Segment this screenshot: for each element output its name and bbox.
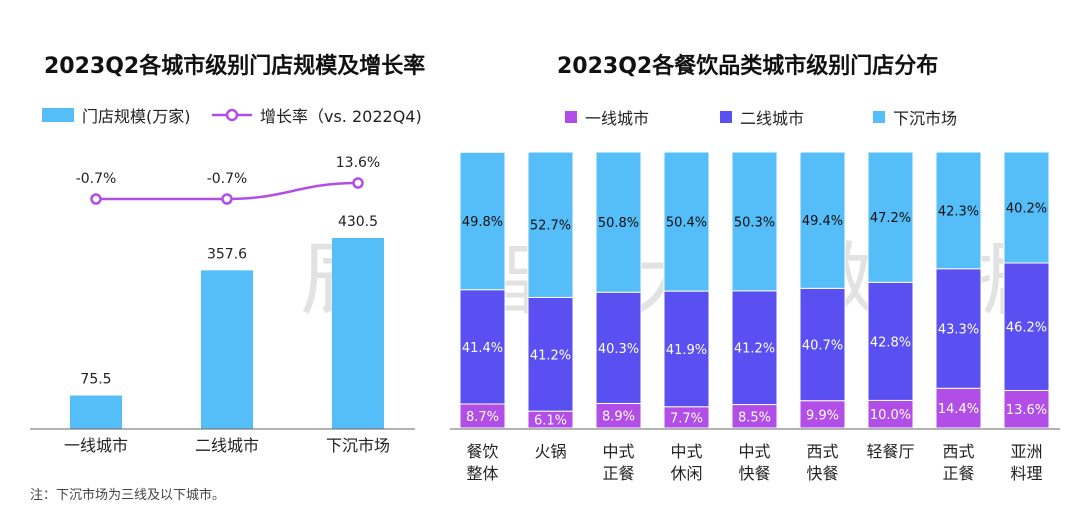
growth-point [221, 193, 233, 205]
segment-value-label: 6.1% [534, 414, 567, 429]
footnote: 注：下沉市场为三线及以下城市。 [30, 488, 226, 503]
x-tick-label: 快餐 [806, 464, 838, 483]
legend-swatch [565, 111, 577, 123]
segment-value-label: 50.3% [734, 215, 775, 230]
legend-swatch-bar [42, 108, 74, 122]
stack-segment-2 [595, 291, 642, 404]
segment-value-label: 42.8% [870, 335, 911, 350]
stack-segment-2 [799, 287, 846, 402]
segment-value-label: 41.4% [462, 341, 503, 356]
segment-value-label: 10.0% [870, 408, 911, 423]
bar-1 [70, 395, 122, 429]
legend-label: 下沉市场 [893, 109, 958, 128]
growth-point [90, 193, 102, 205]
segment-value-label: 9.9% [806, 408, 839, 423]
segment-value-label: 46.2% [1006, 321, 1047, 336]
segment-value-label: 42.3% [938, 204, 979, 219]
segment-value-label: 13.6% [1006, 403, 1047, 418]
x-tick-label: 轻餐厅 [866, 442, 914, 461]
x-tick-label: 休闲 [670, 464, 702, 483]
x-tick-label: 火锅 [534, 442, 566, 461]
stack-segment-3 [459, 151, 506, 291]
legend-label: 增长率（vs. 2022Q4) [260, 107, 422, 126]
segment-value-label: 40.7% [802, 339, 843, 354]
x-tick-label: 中式 [670, 442, 702, 461]
stack-segment-2 [527, 296, 574, 412]
growth-point [352, 177, 364, 189]
growth-value-label: 13.6% [336, 155, 380, 171]
segment-value-label: 49.4% [802, 214, 843, 229]
segment-value-label: 52.7% [530, 219, 571, 234]
legend-tier1: 一线城市 [565, 105, 649, 129]
legend-label: 门店规模(万家) [82, 107, 191, 126]
legend-swatch [873, 111, 885, 123]
x-tick-label: 中式 [602, 442, 634, 461]
legend-lower-tier: 下沉市场 [873, 105, 957, 129]
stack-segment-2 [935, 268, 982, 389]
bar-value-label: 357.6 [207, 246, 247, 262]
bar-value-label: 430.5 [338, 214, 378, 230]
growth-value-label: -0.7% [207, 171, 248, 187]
stack-segment-3 [935, 151, 982, 270]
x-tick-label: 餐饮 [466, 442, 498, 461]
growth-value-label: -0.7% [76, 171, 117, 187]
stack-segment-3 [799, 151, 846, 289]
stack-segment-3 [731, 151, 778, 292]
x-tick-label: 料理 [1010, 464, 1042, 483]
x-tick-label: 中式 [738, 442, 770, 461]
segment-value-label: 7.7% [670, 411, 703, 426]
segment-value-label: 49.8% [462, 215, 503, 230]
x-tick-label: 整体 [466, 464, 498, 483]
x-tick-label: 二线城市 [195, 436, 259, 455]
segment-value-label: 14.4% [938, 402, 979, 417]
stack-segment-1 [459, 403, 506, 429]
growth-line [96, 181, 359, 201]
x-tick-label: 西式 [942, 442, 974, 461]
segment-value-label: 8.7% [466, 410, 499, 425]
x-tick-label: 一线城市 [64, 436, 128, 455]
legend-label: 二线城市 [740, 109, 805, 128]
bar-3 [332, 238, 384, 429]
stack-segment-2 [1003, 262, 1050, 391]
x-tick-label: 快餐 [738, 464, 770, 483]
segment-value-label: 8.5% [738, 410, 771, 425]
chart1-title: 2023Q2各城市级别门店规模及增长率 [44, 54, 426, 79]
stack-segment-1 [935, 387, 982, 429]
stack-segment-1 [595, 402, 642, 429]
chart2-title: 2023Q2各餐饮品类城市级别门店分布 [557, 54, 939, 79]
segment-value-label: 8.9% [602, 410, 635, 425]
bar-2 [201, 270, 253, 429]
store-scale-chart: 75.5 357.6 430.5 一线城市 二线城市 下沉市场 -0.7% -0.7% 13.6… [30, 155, 415, 455]
stack-segment-3 [867, 151, 914, 283]
stack-segment-3 [527, 151, 574, 298]
bar-value-label: 75.5 [80, 372, 111, 388]
stack-segment-1 [1003, 389, 1050, 429]
legend-label: 一线城市 [585, 109, 650, 128]
segment-value-label: 50.8% [598, 216, 639, 231]
segment-value-label: 41.9% [666, 343, 707, 358]
segment-value-label: 41.2% [734, 342, 775, 357]
x-tick-label: 下沉市场 [326, 436, 390, 455]
stack-segment-3 [1003, 151, 1050, 264]
legend-store-scale: 门店规模(万家) [42, 103, 191, 127]
segment-value-label: 41.2% [530, 348, 571, 363]
segment-value-label: 43.3% [938, 323, 979, 338]
stack-segment-2 [663, 290, 710, 408]
legend-growth-rate: 增长率（vs. 2022Q4) [212, 103, 422, 127]
x-tick-label: 正餐 [602, 464, 634, 483]
legend-swatch [720, 111, 732, 123]
stack-segment-3 [663, 151, 710, 292]
x-tick-label: 亚洲 [1010, 442, 1042, 461]
x-tick-label: 正餐 [942, 464, 974, 483]
legend-line-marker-icon [212, 108, 252, 122]
stack-segment-1 [799, 400, 846, 429]
segment-value-label: 40.2% [1006, 201, 1047, 216]
stack-segment-3 [595, 151, 642, 293]
legend-tier2: 二线城市 [720, 105, 804, 129]
segment-value-label: 47.2% [870, 211, 911, 226]
segment-value-label: 50.4% [666, 216, 707, 231]
segment-value-label: 40.3% [598, 342, 639, 357]
x-tick-label: 西式 [806, 442, 838, 461]
